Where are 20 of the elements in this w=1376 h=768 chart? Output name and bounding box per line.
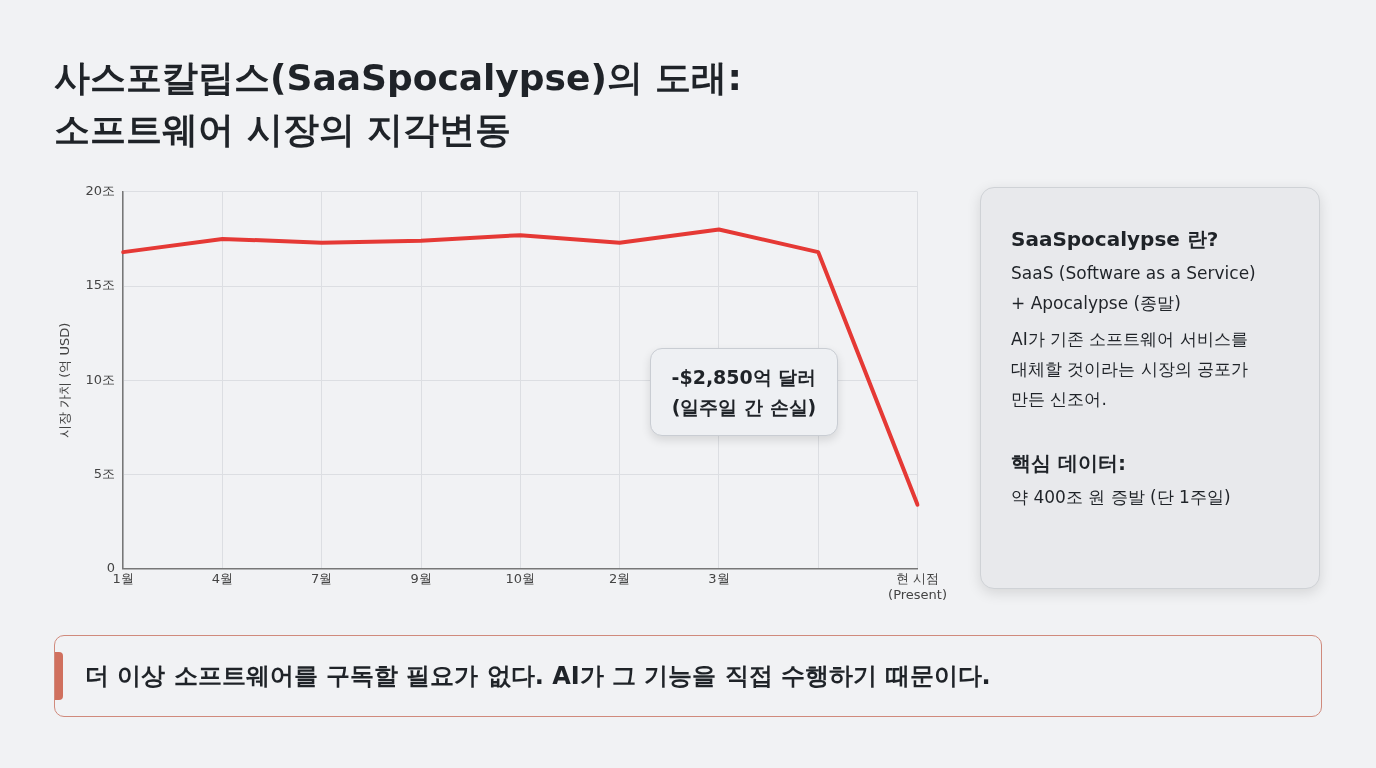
text: SaaSpocalypse 란? <box>1011 226 1220 253</box>
y-axis-title: 시장 가치 (억 USD) <box>57 322 73 438</box>
annotation: -$2,850억 달러 (일주일 간 손실) <box>650 348 838 436</box>
x-tick-label: 2월 <box>609 570 631 586</box>
y-tick-label: 5조 <box>93 465 116 481</box>
text: 약 400조 원 증발 (단 1주일) <box>1011 486 1232 509</box>
y-tick-label: 20조 <box>85 183 116 199</box>
x-tick-label: 4월 <box>211 570 234 586</box>
text: 더 이상 소프트웨어를 구독할 필요가 없다. AI가 그 기능을 직접 수행하기 때문이다. <box>54 635 1322 717</box>
text: SaaS (Software as a Service) + Apocalypse (종말) <box>1011 262 1257 315</box>
x-tick-label: 3월 <box>708 570 730 586</box>
chart-title: 사스포칼립스(SaaSpocalypse)의 도래: 소프트웨어 시장의 지각변동 <box>54 56 742 152</box>
x-tick-label: 9월 <box>410 570 432 586</box>
y-tick-label: 15조 <box>85 277 116 293</box>
text: AI가 기존 소프트웨어 서비스를 대체할 것이라는 시장의 공포가 만든 신조어. <box>1011 328 1250 411</box>
x-tick-label: 10월 <box>505 570 536 586</box>
x-tick-label: 현 시점 (Present) <box>888 570 947 602</box>
text: 핵심 데이터: <box>1011 450 1127 477</box>
y-tick-label: 10조 <box>85 371 116 387</box>
x-tick-label: 7월 <box>311 570 333 586</box>
